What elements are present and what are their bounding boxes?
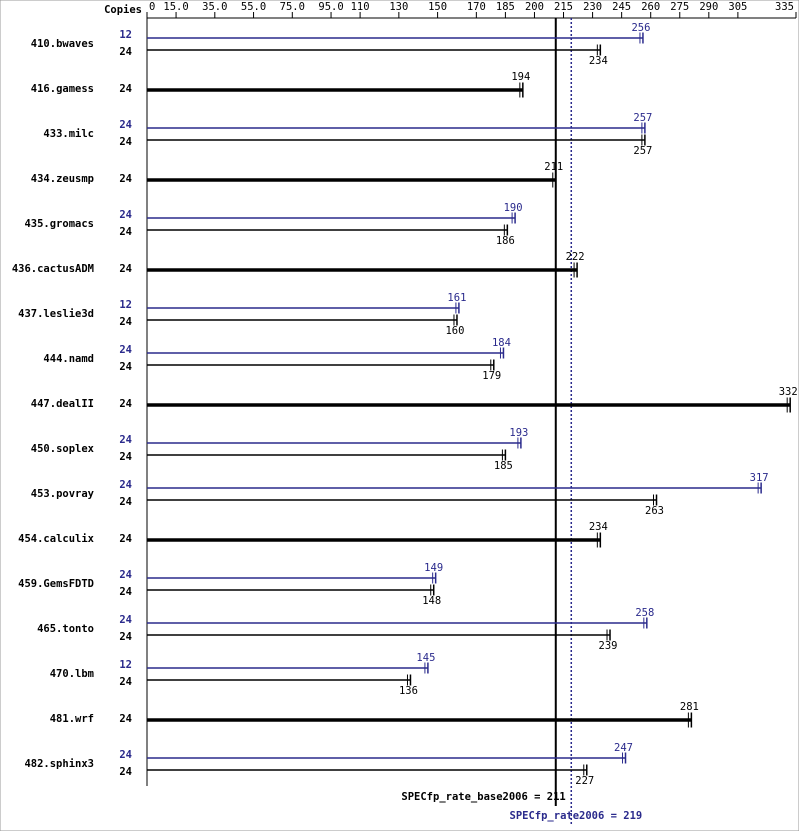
benchmark-name: 434.zeusmp bbox=[31, 173, 94, 185]
base-copies: 24 bbox=[119, 136, 132, 148]
peak-value-label: 145 bbox=[416, 652, 435, 664]
benchmark-name: 444.namd bbox=[43, 353, 94, 365]
peak-value-label: 190 bbox=[504, 202, 523, 214]
base-value-label: 211 bbox=[544, 161, 563, 173]
x-tick-label: 200 bbox=[525, 1, 544, 13]
base-value-label: 148 bbox=[422, 595, 441, 607]
base-copies: 24 bbox=[119, 46, 132, 58]
benchmark-name: 482.sphinx3 bbox=[24, 758, 94, 770]
x-tick-label: 35.0 bbox=[202, 1, 227, 13]
benchmark-name: 410.bwaves bbox=[31, 38, 94, 50]
x-tick-label: 55.0 bbox=[241, 1, 266, 13]
base-value-label: 179 bbox=[482, 370, 501, 382]
base-copies: 24 bbox=[119, 766, 132, 778]
peak-copies: 24 bbox=[119, 344, 132, 356]
benchmark-name: 436.cactusADM bbox=[12, 263, 94, 275]
base-value-label: 257 bbox=[633, 145, 652, 157]
benchmark-name: 447.dealII bbox=[31, 398, 94, 410]
base-value-label: 263 bbox=[645, 505, 664, 517]
benchmark-name: 437.leslie3d bbox=[18, 308, 94, 320]
benchmark-name: 454.calculix bbox=[18, 533, 95, 545]
base-value-label: 194 bbox=[511, 71, 530, 83]
benchmark-name: 450.soplex bbox=[31, 443, 95, 455]
base-value-label: 227 bbox=[575, 775, 594, 787]
x-tick-label: 215 bbox=[554, 1, 573, 13]
base-copies: 24 bbox=[119, 586, 132, 598]
base-copies: 24 bbox=[119, 713, 132, 725]
benchmark-name: 459.GemsFDTD bbox=[18, 578, 94, 590]
base-copies: 24 bbox=[119, 451, 132, 463]
benchmark-name: 433.milc bbox=[43, 128, 94, 140]
peak-copies: 12 bbox=[119, 29, 132, 41]
x-tick-label: 75.0 bbox=[280, 1, 305, 13]
peak-reference-label: SPECfp_rate2006 = 219 bbox=[510, 810, 643, 822]
base-copies: 24 bbox=[119, 631, 132, 643]
peak-value-label: 184 bbox=[492, 337, 511, 349]
x-tick-label: 260 bbox=[641, 1, 660, 13]
peak-value-label: 247 bbox=[614, 742, 633, 754]
base-value-label: 234 bbox=[589, 55, 608, 67]
x-tick-label: 335 bbox=[775, 1, 794, 13]
base-copies: 24 bbox=[119, 361, 132, 373]
base-value-label: 186 bbox=[496, 235, 515, 247]
peak-value-label: 257 bbox=[633, 112, 652, 124]
x-tick-label: 290 bbox=[699, 1, 718, 13]
peak-value-label: 256 bbox=[631, 22, 650, 34]
base-copies: 24 bbox=[119, 83, 132, 95]
x-tick-label: 305 bbox=[728, 1, 747, 13]
base-value-label: 222 bbox=[566, 251, 585, 263]
x-tick-label: 0 bbox=[149, 1, 155, 13]
peak-value-label: 317 bbox=[750, 472, 769, 484]
peak-copies: 24 bbox=[119, 434, 132, 446]
x-tick-label: 95.0 bbox=[318, 1, 343, 13]
peak-value-label: 161 bbox=[447, 292, 466, 304]
base-copies: 24 bbox=[119, 173, 132, 185]
benchmark-name: 416.gamess bbox=[31, 83, 94, 95]
peak-value-label: 149 bbox=[424, 562, 443, 574]
peak-copies: 24 bbox=[119, 749, 132, 761]
base-copies: 24 bbox=[119, 263, 132, 275]
x-tick-label: 15.0 bbox=[163, 1, 188, 13]
x-tick-label: 230 bbox=[583, 1, 602, 13]
x-tick-label: 170 bbox=[467, 1, 486, 13]
benchmark-name: 453.povray bbox=[31, 488, 95, 500]
base-copies: 24 bbox=[119, 398, 132, 410]
base-copies: 24 bbox=[119, 316, 132, 328]
base-value-label: 281 bbox=[680, 701, 699, 713]
x-tick-label: 245 bbox=[612, 1, 631, 13]
peak-value-label: 258 bbox=[635, 607, 654, 619]
peak-copies: 24 bbox=[119, 614, 132, 626]
x-tick-label: 185 bbox=[496, 1, 515, 13]
base-reference-label: SPECfp_rate_base2006 = 211 bbox=[401, 791, 565, 803]
peak-value-label: 193 bbox=[509, 427, 528, 439]
x-tick-label: 150 bbox=[428, 1, 447, 13]
base-value-label: 332 bbox=[779, 386, 798, 398]
benchmark-name: 481.wrf bbox=[50, 713, 94, 725]
benchmark-name: 435.gromacs bbox=[24, 218, 94, 230]
base-copies: 24 bbox=[119, 496, 132, 508]
base-value-label: 185 bbox=[494, 460, 513, 472]
benchmark-name: 465.tonto bbox=[37, 623, 94, 635]
base-copies: 24 bbox=[119, 533, 132, 545]
peak-copies: 12 bbox=[119, 659, 132, 671]
copies-header: Copies bbox=[104, 4, 142, 16]
base-value-label: 160 bbox=[445, 325, 464, 337]
peak-copies: 24 bbox=[119, 209, 132, 221]
x-tick-label: 110 bbox=[351, 1, 370, 13]
base-copies: 24 bbox=[119, 676, 132, 688]
base-copies: 24 bbox=[119, 226, 132, 238]
base-value-label: 234 bbox=[589, 521, 608, 533]
benchmark-name: 470.lbm bbox=[50, 668, 94, 680]
x-tick-label: 275 bbox=[670, 1, 689, 13]
peak-copies: 24 bbox=[119, 569, 132, 581]
x-tick-label: 130 bbox=[389, 1, 408, 13]
peak-copies: 12 bbox=[119, 299, 132, 311]
base-value-label: 239 bbox=[599, 640, 618, 652]
peak-copies: 24 bbox=[119, 479, 132, 491]
peak-copies: 24 bbox=[119, 119, 132, 131]
base-value-label: 136 bbox=[399, 685, 418, 697]
